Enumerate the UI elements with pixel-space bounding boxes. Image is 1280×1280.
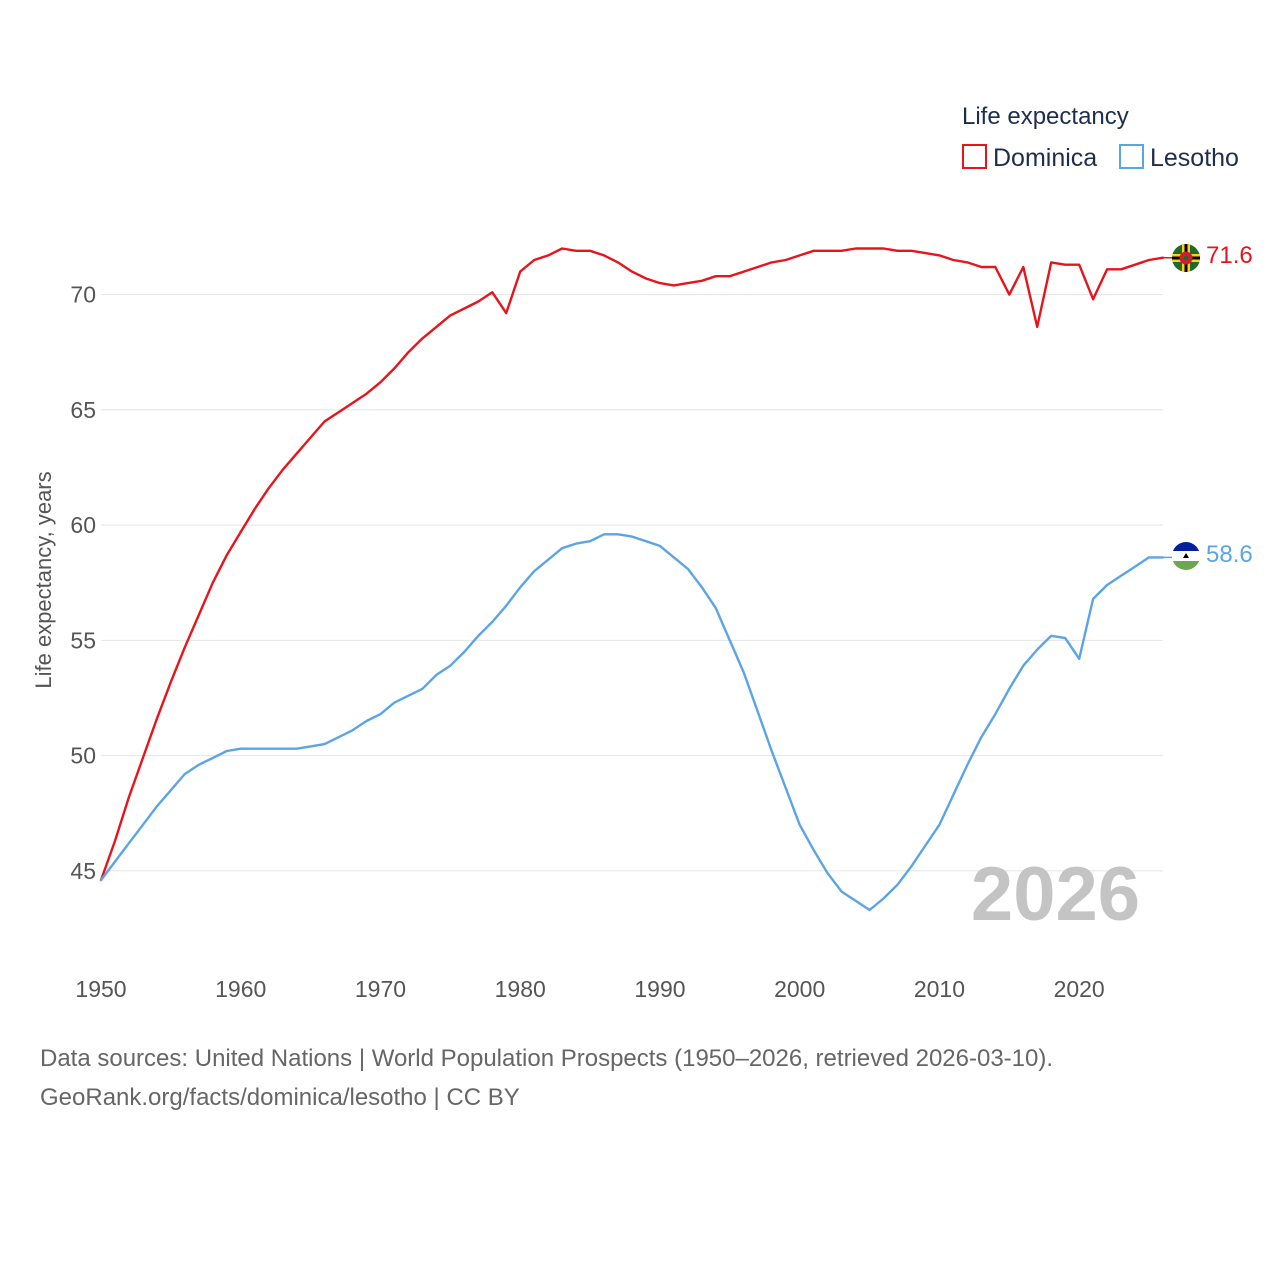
legend-label-dominica: Dominica — [993, 144, 1097, 172]
y-tick-label: 50 — [70, 743, 96, 769]
legend-title: Life expectancy — [962, 103, 1129, 130]
series-line-dominica[interactable] — [99, 247, 1165, 882]
y-tick-label: 70 — [70, 282, 96, 308]
end-value-lesotho: 58.6 — [1206, 541, 1253, 568]
x-tick-label: 1950 — [75, 976, 126, 1002]
legend-swatch-lesotho — [1119, 144, 1144, 169]
footer-attribution[interactable]: GeoRank.org/facts/dominica/lesotho | CC … — [40, 1084, 520, 1111]
y-axis: 45 50 55 60 65 70 — [70, 282, 96, 884]
x-tick-label: 2020 — [1054, 976, 1105, 1002]
end-label-lesotho: 58.6 — [1172, 541, 1253, 570]
grid-lines — [101, 294, 1163, 872]
x-tick-label: 1990 — [634, 976, 685, 1002]
legend-label-lesotho: Lesotho — [1150, 144, 1239, 172]
y-tick-label: 55 — [70, 627, 96, 653]
line-chart: 45 50 55 60 65 70 1950 1960 1970 1980 1990 2000 201… — [31, 103, 1253, 1002]
legend-item-lesotho[interactable]: Lesotho — [1119, 144, 1239, 172]
legend-swatch-dominica — [962, 144, 987, 169]
y-tick-label: 65 — [70, 397, 96, 423]
x-axis: 1950 1960 1970 1980 1990 2000 2010 2020 — [75, 976, 1104, 1002]
y-tick-label: 45 — [70, 858, 96, 884]
series-group — [99, 247, 1172, 912]
y-axis-title: Life expectancy, years — [31, 471, 56, 688]
legend: Life expectancy Dominica Lesotho — [962, 103, 1239, 172]
dominica-flag-icon — [1172, 244, 1200, 272]
year-watermark: 2026 — [971, 852, 1140, 937]
end-label-dominica: 71.6 — [1172, 242, 1253, 272]
lesotho-flag-icon — [1172, 542, 1200, 570]
end-value-dominica: 71.6 — [1206, 242, 1253, 269]
x-tick-label: 2000 — [774, 976, 825, 1002]
x-tick-label: 1970 — [355, 976, 406, 1002]
x-tick-label: 2010 — [914, 976, 965, 1002]
x-tick-label: 1960 — [215, 976, 266, 1002]
footer-sources: Data sources: United Nations | World Pop… — [40, 1045, 1054, 1072]
legend-item-dominica[interactable]: Dominica — [962, 144, 1097, 172]
series-line-lesotho[interactable] — [99, 533, 1165, 912]
x-tick-label: 1980 — [495, 976, 546, 1002]
y-tick-label: 60 — [70, 512, 96, 538]
